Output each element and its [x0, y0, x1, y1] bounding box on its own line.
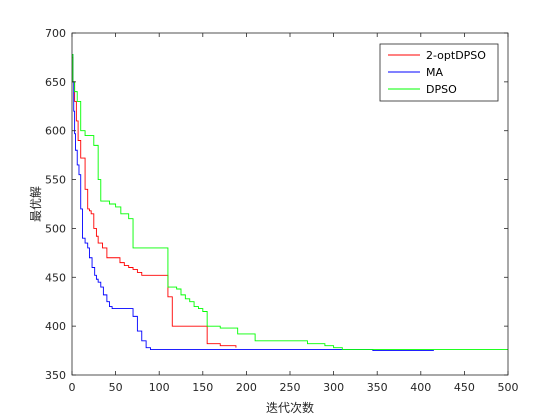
x-tick-label: 200 [236, 381, 257, 394]
legend-label-3: DPSO [426, 83, 457, 96]
series-line-2 [72, 54, 434, 352]
x-tick-label: 350 [367, 381, 388, 394]
x-tick-label: 0 [69, 381, 76, 394]
legend: 2-optDPSO MA DPSO [379, 43, 499, 102]
x-tick-label: 500 [498, 381, 519, 394]
y-tick-label: 350 [45, 369, 66, 382]
x-tick-label: 50 [109, 381, 123, 394]
x-tick-label: 250 [280, 381, 301, 394]
series-line-1 [72, 56, 237, 348]
legend-label-2: MA [426, 66, 443, 79]
y-tick-label: 550 [45, 174, 66, 187]
x-tick-label: 300 [323, 381, 344, 394]
legend-label-1: 2-optDPSO [426, 49, 486, 62]
y-tick-label: 700 [45, 27, 66, 40]
x-tick-label: 150 [192, 381, 213, 394]
x-axis-title: 迭代次数 [266, 400, 314, 415]
y-tick-label: 500 [45, 222, 66, 235]
x-tick-label: 400 [410, 381, 431, 394]
y-tick-label: 650 [45, 76, 66, 89]
series-line-3 [72, 54, 508, 351]
x-tick-label: 100 [149, 381, 170, 394]
y-tick-label: 400 [45, 320, 66, 333]
y-tick-label: 600 [45, 125, 66, 138]
y-tick-label: 450 [45, 271, 66, 284]
axes-layer: 0 50 100 150 200 250 300 350 400 450 500 350 400 450 5… [45, 27, 519, 394]
series-layer [72, 54, 508, 352]
x-tick-label: 450 [454, 381, 475, 394]
y-axis-title: 最优解 [29, 186, 43, 222]
